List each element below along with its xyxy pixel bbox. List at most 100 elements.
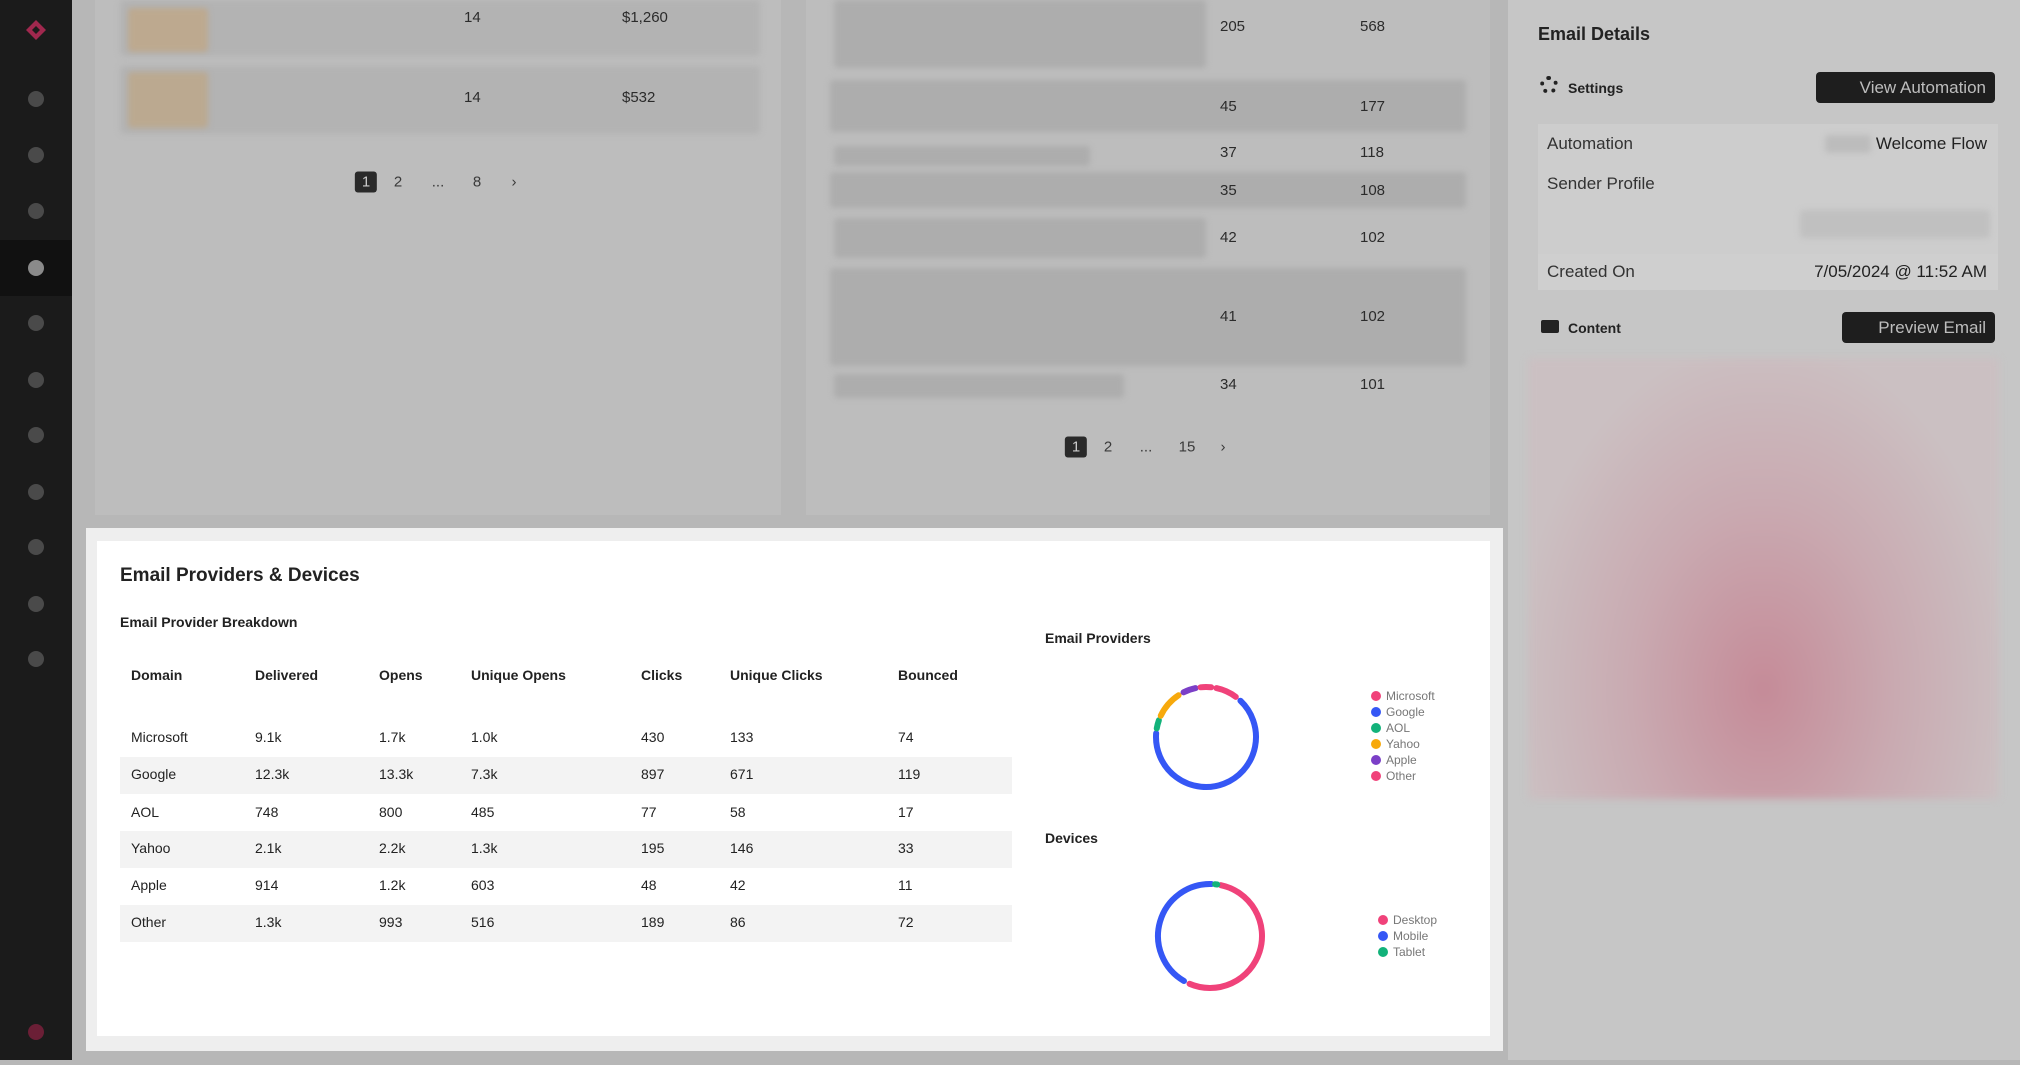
cell: $532: [622, 89, 655, 106]
row-stripe: [120, 831, 1012, 868]
table-cell: 13.3k: [379, 766, 413, 782]
cell: $1,260: [622, 9, 668, 26]
table-cell: 9.1k: [255, 729, 281, 745]
legend-marker: [1371, 755, 1381, 765]
blurred-content: [834, 374, 1124, 398]
pagination-next: ›: [512, 174, 517, 191]
pagination-page[interactable]: 1: [355, 172, 377, 193]
column-header: Delivered: [255, 667, 318, 683]
legend-marker: [1371, 707, 1381, 717]
legend-marker: [1378, 915, 1388, 925]
cell: 205: [1220, 18, 1245, 35]
table-cell: 1.2k: [379, 877, 405, 893]
mail-icon: [1541, 320, 1559, 333]
donut-segment: [1190, 885, 1262, 988]
table-cell: 17: [898, 804, 914, 820]
table-cell: Microsoft: [131, 729, 188, 745]
column-header: Unique Clicks: [730, 667, 823, 683]
table-cell: 2.1k: [255, 840, 281, 856]
table-cell: AOL: [131, 804, 159, 820]
table-cell: 42: [730, 877, 746, 893]
sidebar-icons: [0, 0, 72, 1060]
logo[interactable]: [26, 20, 46, 40]
table-cell: 516: [471, 914, 494, 930]
cell: 118: [1360, 144, 1384, 161]
table-cell: 33: [898, 840, 914, 856]
column-header: Bounced: [898, 667, 958, 683]
table-cell: 914: [255, 877, 278, 893]
donut-segment: [1184, 688, 1196, 692]
legend-label: Apple: [1386, 753, 1417, 767]
legend-marker: [1371, 691, 1381, 701]
field-label: Automation: [1547, 134, 1633, 154]
view-automation-button[interactable]: View Automation: [1816, 72, 1995, 103]
table-cell: 72: [898, 914, 914, 930]
row-stripe: [120, 757, 1012, 794]
table-cell: 1.7k: [379, 729, 405, 745]
field-value: 7/05/2024 @ 11:52 AM: [1814, 262, 1987, 282]
table-cell: 77: [641, 804, 657, 820]
blurred-content: [1825, 135, 1871, 153]
table-cell: 86: [730, 914, 746, 930]
donut-segment: [1216, 688, 1235, 697]
blurred-content: [128, 8, 208, 52]
pagination-page[interactable]: ...: [1140, 439, 1153, 456]
pagination-page[interactable]: 2: [394, 174, 402, 191]
table-cell: 430: [641, 729, 664, 745]
blurred-content: [120, 66, 760, 134]
legend-marker: [1371, 771, 1381, 781]
table-cell: 1.3k: [471, 840, 497, 856]
chart-title: Devices: [1045, 830, 1098, 846]
table-cell: 7.3k: [471, 766, 497, 782]
legend-label: Google: [1386, 705, 1425, 719]
table-cell: Yahoo: [131, 840, 170, 856]
content-label: Content: [1568, 320, 1621, 336]
pagination-next: ›: [1221, 439, 1226, 456]
legend-label: Mobile: [1393, 929, 1429, 943]
pagination-page[interactable]: ...: [432, 174, 445, 191]
table-cell: 800: [379, 804, 402, 820]
donut-segment: [1161, 695, 1179, 716]
table-cell: 195: [641, 840, 664, 856]
blurred-content: [834, 218, 1206, 258]
table-cell: 1.0k: [471, 729, 497, 745]
column-header: Domain: [131, 667, 182, 683]
table-cell: 189: [641, 914, 664, 930]
cell: 101: [1360, 376, 1385, 393]
settings-icon: [1540, 76, 1558, 94]
preview-email-button[interactable]: Preview Email: [1842, 312, 1995, 343]
table-cell: 748: [255, 804, 278, 820]
legend-marker: [1378, 947, 1388, 957]
nav-icons[interactable]: [28, 91, 44, 1040]
table-cell: 119: [898, 766, 920, 782]
pagination-page[interactable]: 2: [1104, 439, 1112, 456]
cell: 41: [1220, 308, 1237, 325]
cell: 35: [1220, 182, 1237, 199]
blurred-content: [128, 72, 208, 128]
cell: 37: [1220, 144, 1237, 161]
donut-segment: [1158, 884, 1211, 981]
column-header: Opens: [379, 667, 423, 683]
table-cell: 133: [730, 729, 753, 745]
table-cell: 146: [730, 840, 753, 856]
table-cell: 603: [471, 877, 494, 893]
legend-marker: [1378, 931, 1388, 941]
pagination-page[interactable]: 15: [1179, 439, 1196, 456]
field-label: Sender Profile: [1547, 174, 1655, 194]
table-cell: Other: [131, 914, 166, 930]
table-cell: 58: [730, 804, 746, 820]
legend-label: AOL: [1386, 721, 1410, 735]
table-cell: 485: [471, 804, 494, 820]
cell: 177: [1360, 98, 1385, 115]
cell: 102: [1360, 229, 1385, 246]
legend-label: Desktop: [1393, 913, 1437, 927]
table-cell: 897: [641, 766, 664, 782]
pagination-page[interactable]: 1: [1065, 437, 1087, 458]
cell: 45: [1220, 98, 1237, 115]
row-stripe: [120, 905, 1012, 942]
field-label: Created On: [1547, 262, 1635, 282]
pagination-page[interactable]: 8: [473, 174, 481, 191]
table-cell: 993: [379, 914, 402, 930]
table-cell: 1.3k: [255, 914, 281, 930]
